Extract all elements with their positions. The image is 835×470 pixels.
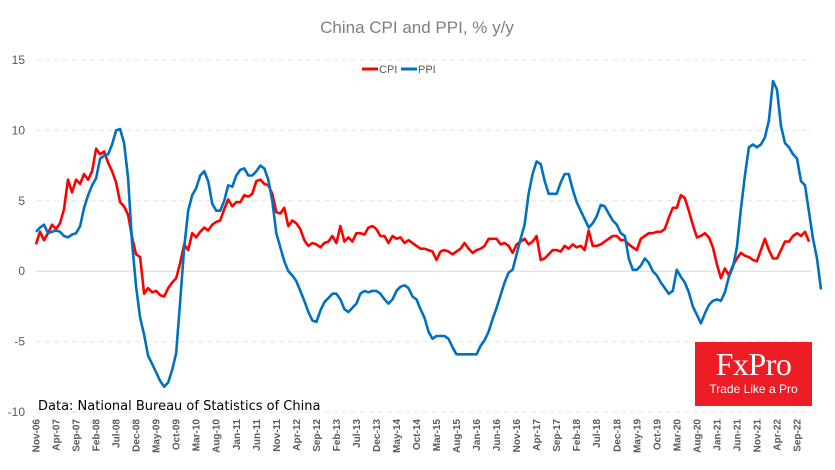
y-tick-label: -5	[14, 335, 25, 349]
x-tick-label: Feb-18	[572, 419, 583, 452]
x-tick-label: Mar-20	[672, 419, 683, 452]
y-tick-label: -10	[8, 405, 26, 419]
legend: CPI PPI	[362, 64, 436, 76]
x-tick-label: Jan-21	[712, 419, 723, 451]
chart-title: China CPI and PPI, % y/y	[320, 18, 514, 37]
fxpro-logo: FxPro Trade Like a Pro	[695, 342, 812, 406]
x-tick-label: Feb-08	[92, 419, 103, 452]
x-tick-label: Mar-10	[192, 419, 203, 452]
x-tick-label: Feb-13	[332, 419, 343, 452]
x-tick-label: Nov-11	[272, 419, 283, 452]
x-tick-label: Oct-14	[412, 419, 423, 451]
x-tick-label: Dec-18	[612, 419, 623, 452]
x-tick-label: Jul-18	[592, 419, 603, 448]
series-line-cpi	[34, 147, 811, 298]
x-tick-label: May-09	[152, 419, 163, 453]
x-tick-label: Nov-21	[752, 419, 763, 453]
y-axis-ticks: 15 10 5 0 -5 -10	[8, 53, 26, 419]
x-tick-label: Jan-16	[472, 419, 483, 451]
x-tick-label: Jun-21	[732, 419, 743, 452]
x-tick-label: Oct-09	[172, 419, 183, 451]
logo-brand: FxPro	[715, 346, 792, 382]
gridlines	[36, 59, 812, 413]
x-tick-label: Nov-16	[512, 419, 523, 453]
x-tick-label: Aug-10	[212, 419, 223, 453]
x-axis-ticks: Nov-06 Apr-07 Sep-07 Feb-08 Jul-08 Dec-08 May-…	[32, 419, 804, 453]
x-tick-label: Sep-07	[72, 419, 83, 452]
x-tick-label: Jul-08	[112, 419, 123, 448]
x-tick-label: Dec-08	[132, 419, 143, 452]
series-line-ppi	[35, 79, 823, 388]
x-tick-label: Nov-06	[32, 419, 43, 453]
x-tick-label: Jan-11	[232, 419, 243, 451]
legend-label-ppi: PPI	[418, 64, 436, 76]
legend-label-cpi: CPI	[379, 64, 397, 76]
x-tick-label: Dec-13	[372, 419, 383, 452]
y-tick-label: 5	[18, 194, 25, 208]
x-tick-label: Jun-16	[492, 419, 503, 452]
x-tick-label: Sep-22	[792, 419, 803, 452]
x-tick-label: Apr-22	[772, 419, 783, 451]
x-tick-label: Aug-15	[452, 419, 463, 453]
y-tick-label: 0	[18, 264, 25, 278]
x-tick-label: May-14	[392, 419, 403, 453]
y-tick-label: 15	[12, 53, 26, 67]
x-tick-label: Apr-17	[532, 419, 543, 451]
y-tick-label: 10	[12, 123, 26, 137]
x-tick-label: Mar-15	[432, 419, 443, 452]
x-tick-label: Oct-19	[652, 419, 663, 451]
series-lines	[34, 79, 823, 388]
x-tick-label: Sep-17	[552, 419, 563, 452]
x-tick-label: Apr-12	[292, 419, 303, 451]
logo-tagline: Trade Like a Pro	[709, 382, 798, 396]
x-tick-label: Jul-13	[352, 419, 363, 448]
x-tick-label: Apr-07	[52, 419, 63, 451]
x-tick-label: Sep-12	[312, 419, 323, 452]
x-tick-label: Aug-20	[692, 419, 703, 453]
x-tick-label: Jun-11	[252, 419, 263, 451]
source-note: Data: National Bureau of Statistics of C…	[38, 399, 320, 414]
x-tick-label: May-19	[632, 419, 643, 453]
